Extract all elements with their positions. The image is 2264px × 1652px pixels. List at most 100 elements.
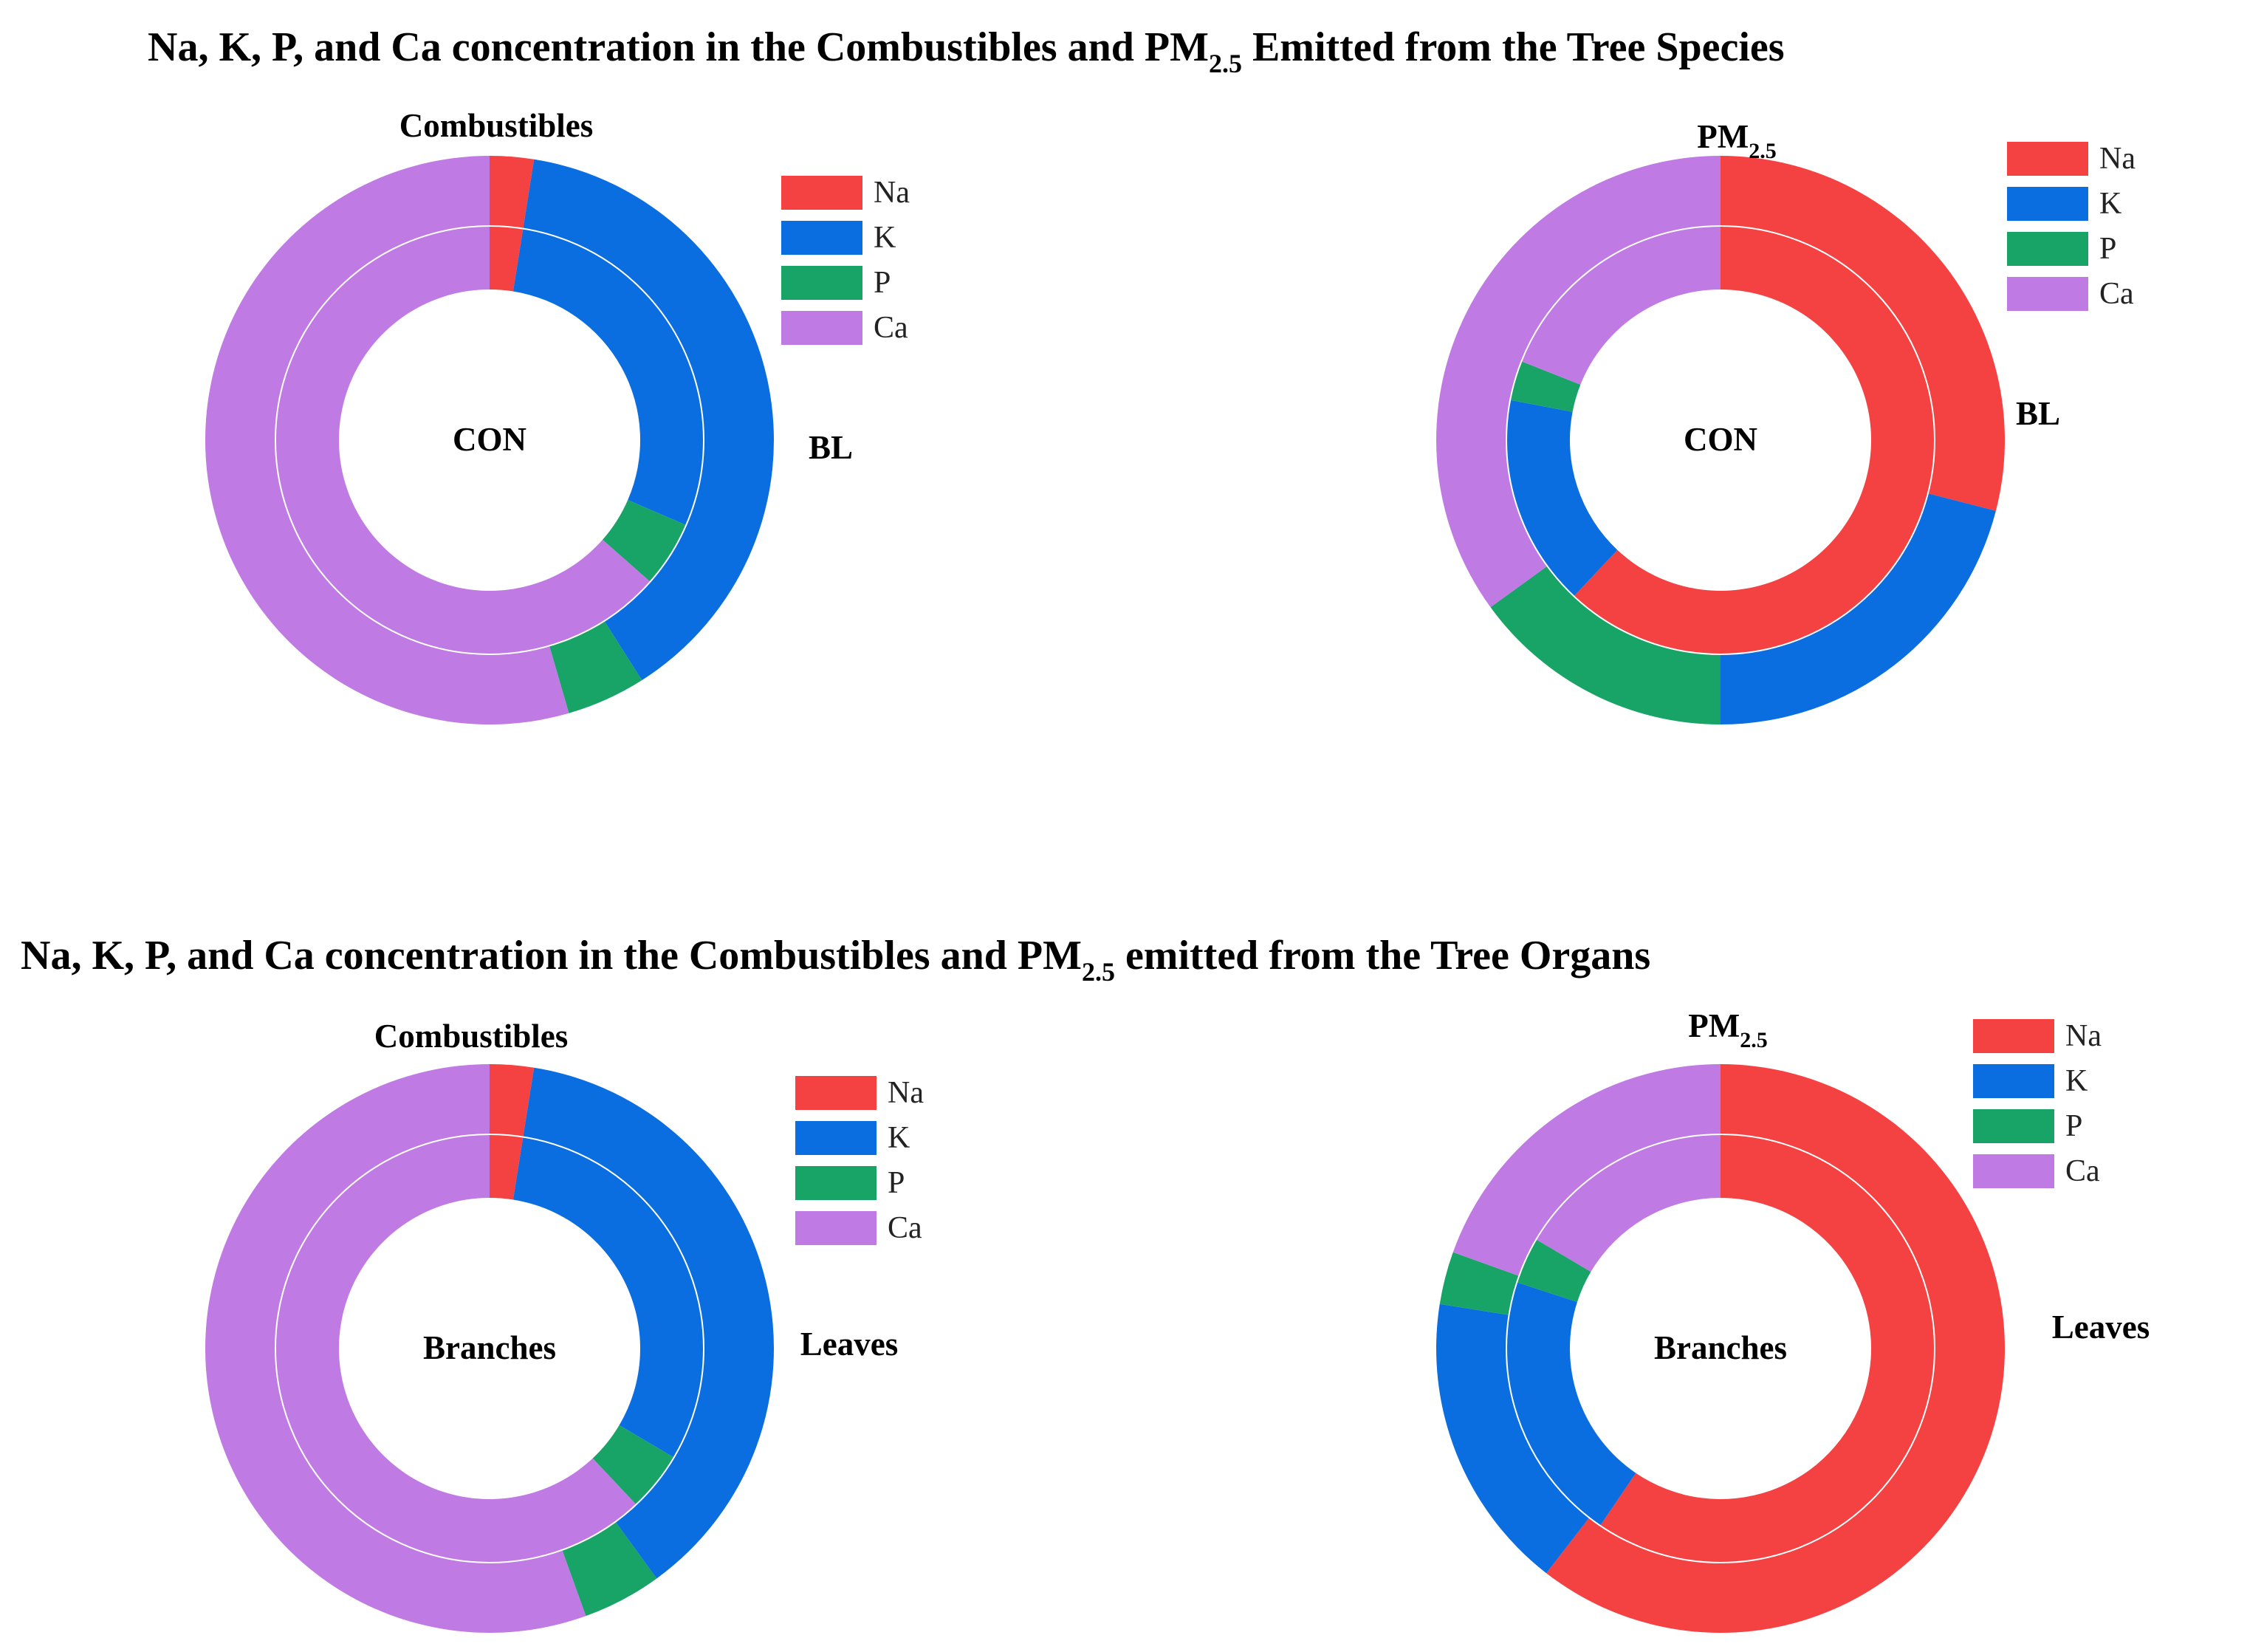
legend-label-na: Na [888, 1076, 924, 1110]
legend: Na KP Ca [1973, 1019, 2102, 1188]
inner-ring-slice-k [512, 1137, 704, 1458]
panel-label: Combustibles [374, 1018, 569, 1055]
legend-swatch-k [781, 221, 862, 255]
panel-label-main: Combustibles [399, 107, 594, 144]
outer-ring-slice-na [490, 1064, 535, 1137]
ring-separator [1506, 1134, 1935, 1563]
inner-ring-slice-na [490, 226, 524, 292]
legend-swatch-k [2007, 187, 2088, 221]
panel-label-main: Combustibles [374, 1018, 569, 1055]
ring-separator [1506, 225, 1935, 655]
inner-ring-slice-p [603, 500, 687, 582]
inner-ring-slice-na [490, 1134, 524, 1200]
outer-ring-label: BL [2016, 395, 2060, 432]
outer-ring-slice-ca [1435, 156, 1721, 608]
section-title-species: Na, K, P, and Ca concentration in the Co… [148, 24, 1785, 78]
outer-ring-slice-ca [205, 156, 569, 724]
outer-ring-slice-k [1721, 493, 1996, 724]
legend-label-k: K [888, 1121, 910, 1155]
inner-ring-slice-ca [275, 226, 651, 654]
outer-ring-slice-k [523, 159, 775, 681]
legend-swatch-p [1973, 1109, 2054, 1143]
legend-label-k: K [2099, 187, 2121, 221]
donut-chart-4: Branches Leaves PM2.5 Na KP Ca [1435, 1007, 2150, 1633]
legend: Na KP Ca [2007, 142, 2136, 311]
inner-ring-label: CON [1684, 421, 1757, 458]
donut-chart-1: CON BL Combustibles Na KP Ca [205, 107, 910, 724]
legend-swatch-ca [795, 1211, 877, 1245]
ring-separator [275, 225, 704, 655]
outer-ring-slice-k [1435, 1303, 1590, 1574]
legend-label-ca: Ca [2065, 1154, 2100, 1188]
legend-label-na: Na [2099, 142, 2136, 176]
panel-label: PM2.5 [1688, 1007, 1767, 1052]
legend-label-na: Na [874, 176, 910, 210]
inner-ring-slice-k [512, 228, 704, 526]
legend-swatch-ca [1973, 1154, 2054, 1188]
inner-ring-slice-ca [1536, 1134, 1721, 1272]
inner-ring-slice-k [1506, 400, 1618, 597]
inner-ring-slice-na [1600, 1134, 1935, 1563]
outer-ring-slice-p [562, 1521, 657, 1617]
inner-ring-slice-k [1506, 1282, 1636, 1526]
legend-label-p: P [2099, 232, 2116, 266]
outer-ring-label: BL [809, 429, 853, 466]
legend-label-k: K [2065, 1064, 2088, 1098]
panel-label-sub: 2.5 [1740, 1028, 1768, 1052]
legend-label-ca: Ca [874, 311, 908, 345]
legend-swatch-p [2007, 232, 2088, 266]
legend-swatch-k [795, 1121, 877, 1155]
inner-ring-slice-p [1510, 361, 1581, 412]
outer-ring-slice-k [523, 1067, 775, 1579]
section-title-organs-tail: emitted from the Tree Organs [1115, 933, 1650, 978]
inner-ring-slice-p [592, 1425, 674, 1505]
section-title-organs: Na, K, P, and Ca concentration in the Co… [21, 933, 1650, 987]
outer-ring-slice-p [1490, 566, 1721, 725]
inner-ring-label: Branches [423, 1329, 556, 1366]
legend-swatch-ca [2007, 277, 2088, 311]
inner-ring-slice-p [1517, 1239, 1591, 1302]
outer-ring-slice-ca [205, 1064, 586, 1633]
inner-ring-slice-na [1574, 226, 1935, 654]
outer-ring-slice-p [1439, 1252, 1520, 1315]
legend: Na KP Ca [781, 176, 910, 345]
section-title-organs-sub: 2.5 [1082, 957, 1115, 987]
legend-swatch-na [1973, 1019, 2054, 1053]
section-title-species-main: Na, K, P, and Ca concentration in the Co… [148, 24, 1209, 70]
inner-ring-slice-ca [1521, 225, 1721, 385]
section-title-species-sub: 2.5 [1209, 49, 1242, 78]
outer-ring-label: Leaves [2052, 1309, 2150, 1346]
panel-label-main: PM [1688, 1007, 1740, 1044]
legend-label-ca: Ca [888, 1211, 922, 1245]
legend-label-p: P [888, 1166, 905, 1200]
legend: Na KP Ca [795, 1076, 924, 1245]
legend-label-ca: Ca [2099, 277, 2134, 311]
outer-ring-slice-na [1721, 156, 2005, 511]
donut-chart-3: Branches Leaves Combustibles Na KP Ca [205, 1018, 924, 1633]
inner-ring-label: Branches [1654, 1329, 1787, 1366]
legend-swatch-na [781, 176, 862, 210]
panel-label-main: PM [1697, 118, 1749, 155]
legend-swatch-p [795, 1166, 877, 1200]
legend-swatch-k [1973, 1064, 2054, 1098]
panel-label-sub: 2.5 [1749, 139, 1777, 163]
legend-swatch-na [2007, 142, 2088, 176]
outer-ring-label: Leaves [800, 1326, 898, 1363]
section-title-species-tail: Emitted from the Tree Species [1242, 24, 1785, 70]
outer-ring-slice-na [490, 155, 535, 229]
legend-swatch-ca [781, 311, 862, 345]
inner-ring-label: CON [453, 421, 526, 458]
legend-label-p: P [2065, 1109, 2082, 1143]
legend-swatch-p [781, 266, 862, 300]
panel-label: PM2.5 [1697, 118, 1776, 163]
panel-label: Combustibles [399, 107, 594, 144]
legend-label-k: K [874, 221, 896, 255]
ring-separator [275, 1134, 704, 1563]
outer-ring-slice-p [549, 620, 642, 713]
outer-ring-slice-ca [1452, 1063, 1721, 1276]
section-title-organs-main: Na, K, P, and Ca concentration in the Co… [21, 933, 1082, 978]
legend-label-p: P [874, 266, 891, 300]
outer-ring-slice-na [1546, 1064, 2005, 1633]
